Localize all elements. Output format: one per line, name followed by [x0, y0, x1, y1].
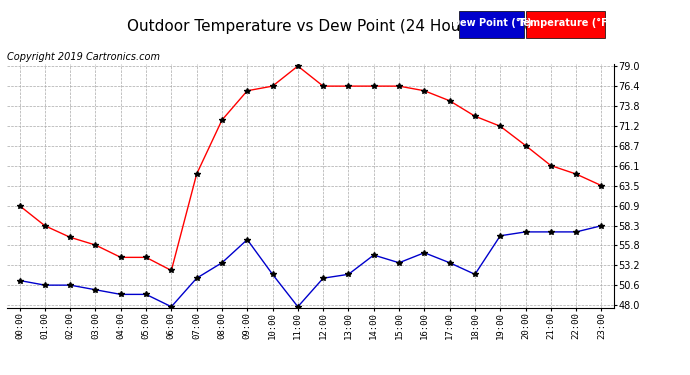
Text: Dew Point (°F): Dew Point (°F): [452, 18, 531, 27]
Text: Temperature (°F): Temperature (°F): [518, 18, 613, 27]
Text: Copyright 2019 Cartronics.com: Copyright 2019 Cartronics.com: [7, 53, 160, 63]
Text: Outdoor Temperature vs Dew Point (24 Hours) 20190801: Outdoor Temperature vs Dew Point (24 Hou…: [127, 19, 563, 34]
